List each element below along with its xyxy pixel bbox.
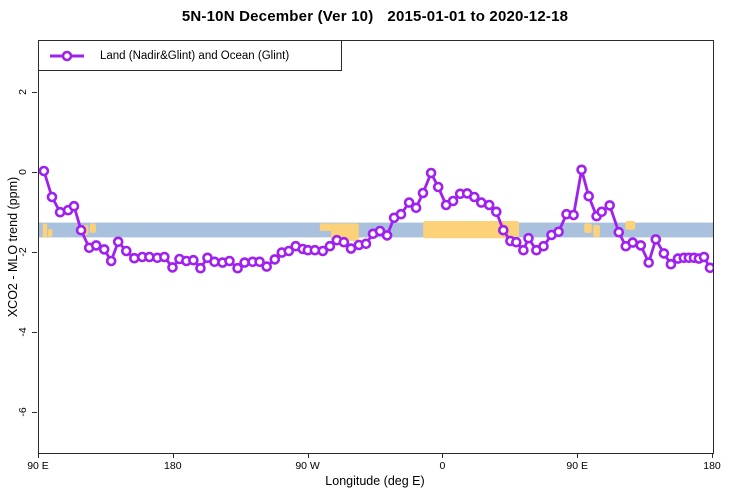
data-point-marker — [553, 226, 564, 238]
x-axis-tick — [712, 453, 713, 458]
data-point-marker — [490, 206, 502, 218]
land-shape — [42, 223, 48, 238]
x-axis-tick-label: 90 E — [27, 460, 49, 472]
data-point-marker — [468, 191, 480, 203]
y-axis-title: XCO2 - MLO trend (ppm) — [6, 176, 20, 318]
data-point-marker — [232, 262, 243, 274]
data-point-marker — [583, 190, 595, 202]
data-point-marker — [643, 257, 655, 268]
data-point-marker — [195, 262, 206, 274]
x-axis-title: Longitude (deg E) — [325, 474, 425, 488]
data-point-marker — [167, 262, 178, 273]
data-point-marker — [338, 236, 350, 248]
data-point-marker — [159, 251, 170, 263]
data-point-marker — [254, 256, 265, 268]
data-point-marker — [576, 164, 587, 176]
data-point-marker — [75, 224, 87, 236]
x-axis-tick-label: 180 — [164, 460, 182, 472]
data-point-marker — [432, 181, 444, 193]
y-axis-tick — [32, 412, 37, 413]
x-axis-tick-label: 90 W — [295, 460, 320, 472]
data-point-marker — [112, 236, 124, 248]
data-point-marker — [395, 208, 407, 220]
data-point-marker — [224, 255, 235, 267]
x-axis-tick-label: 180 — [703, 460, 721, 472]
data-point-marker — [261, 261, 272, 272]
land-shape — [423, 221, 520, 239]
x-axis-tick — [172, 453, 174, 458]
y-axis-tick — [32, 172, 37, 173]
land-shape — [593, 225, 600, 237]
data-point-marker — [46, 191, 58, 203]
x-axis-tick-label: 90 E — [566, 460, 588, 472]
data-point-marker — [483, 199, 495, 211]
data-point-marker — [665, 258, 677, 270]
data-point-marker — [374, 225, 386, 237]
data-point-marker — [381, 230, 393, 241]
data-point-marker — [650, 234, 662, 245]
data-point-marker — [90, 240, 102, 251]
land-shape — [584, 223, 592, 233]
data-point-marker — [283, 245, 295, 257]
data-point-marker — [39, 165, 50, 177]
data-point-marker — [425, 167, 437, 179]
data-point-marker — [596, 206, 608, 218]
data-point-marker — [129, 252, 140, 264]
data-point-marker — [510, 236, 522, 248]
data-point-marker — [417, 187, 429, 199]
data-point-marker — [105, 255, 117, 267]
data-point-marker — [658, 248, 670, 259]
data-point-marker — [68, 200, 80, 212]
data-point-marker — [447, 195, 459, 207]
land-shape — [625, 221, 636, 230]
land-shape — [89, 223, 96, 233]
data-point-marker — [188, 254, 199, 266]
data-point-marker — [613, 226, 625, 238]
x-axis-tick — [577, 453, 579, 458]
plot-area — [38, 40, 714, 454]
data-point-marker — [635, 240, 647, 251]
data-point-marker — [345, 243, 357, 254]
y-axis-tick — [32, 252, 37, 253]
land-shape — [47, 229, 53, 237]
x-axis-tick — [307, 453, 309, 458]
data-point-marker — [324, 240, 336, 252]
y-axis-tick-label: 2 — [17, 89, 29, 95]
data-point-marker — [410, 202, 422, 214]
legend-box: Land (Nadir&Glint) and Ocean (Glint) — [38, 40, 342, 71]
x-axis-tick — [38, 453, 39, 458]
data-point-marker — [269, 254, 281, 265]
data-point-marker — [360, 238, 372, 250]
data-point-marker — [317, 245, 329, 257]
y-axis-tick — [32, 332, 37, 333]
data-point-marker — [523, 232, 534, 244]
chart-title-daterange: 2015-01-01 to 2020-12-18 — [387, 8, 569, 25]
legend-label: Land (Nadir&Glint) and Ocean (Glint) — [100, 49, 290, 62]
data-point-marker — [121, 245, 132, 257]
land-shape — [319, 223, 332, 231]
data-point-marker — [568, 209, 579, 221]
data-point-marker — [497, 224, 509, 236]
x-axis-tick-label: 0 — [439, 460, 446, 472]
data-point-marker — [538, 240, 549, 252]
data-point-marker — [698, 251, 710, 263]
chart-canvas — [39, 164, 713, 274]
chart-title-region: 5N-10N December (Ver 10) — [181, 8, 374, 25]
data-point-marker — [403, 197, 415, 208]
legend-line-marker-icon — [50, 50, 84, 61]
y-axis-tick-label: -6 — [17, 407, 29, 417]
data-point-marker — [604, 200, 616, 211]
data-point-marker — [98, 244, 110, 255]
data-point-marker — [518, 244, 529, 256]
chart-title: 5N-10N December (Ver 10) 2015-01-01 to 20… — [0, 8, 750, 25]
data-point-marker — [704, 262, 713, 274]
x-axis-tick — [442, 453, 444, 458]
y-axis-tick — [32, 92, 37, 93]
